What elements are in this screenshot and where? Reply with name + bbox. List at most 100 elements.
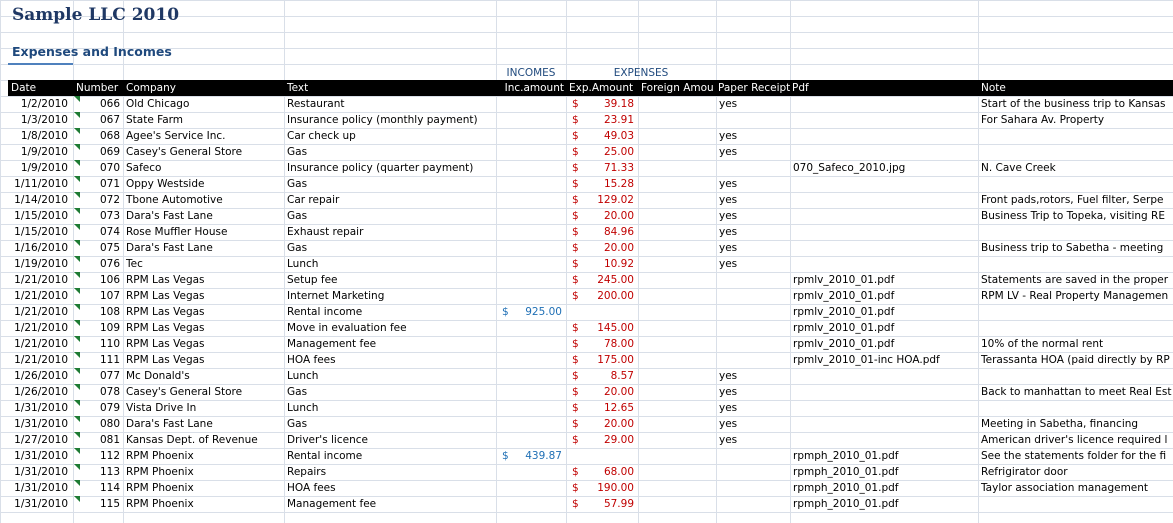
text-cell[interactable]: Repairs: [287, 466, 327, 478]
company-cell[interactable]: RPM Phoenix: [126, 450, 194, 462]
exp-amount-cell[interactable]: $15.28: [566, 176, 638, 192]
header-note[interactable]: Note: [981, 82, 1006, 94]
date-cell[interactable]: 1/31/2010: [14, 466, 68, 478]
paper-receipt-cell[interactable]: [716, 304, 790, 320]
inc-amount-cell[interactable]: [496, 432, 566, 448]
note-cell[interactable]: [978, 224, 1173, 240]
paper-receipt-cell[interactable]: [716, 464, 790, 480]
number-cell[interactable]: 078: [99, 386, 120, 398]
note-cell[interactable]: N. Cave Creek: [981, 162, 1056, 174]
inc-amount-cell[interactable]: $439.87: [496, 448, 566, 464]
date-cell[interactable]: 1/31/2010: [14, 418, 68, 430]
foreign-amount-cell[interactable]: [638, 272, 716, 288]
note-cell[interactable]: [978, 256, 1173, 272]
company-cell[interactable]: Oppy Westside: [126, 178, 205, 190]
header-pdf[interactable]: Pdf: [792, 82, 809, 94]
company-cell[interactable]: State Farm: [126, 114, 184, 126]
company-cell[interactable]: RPM Phoenix: [126, 498, 194, 510]
company-cell[interactable]: RPM Las Vegas: [126, 322, 205, 334]
foreign-amount-cell[interactable]: [638, 416, 716, 432]
pdf-cell[interactable]: [790, 256, 978, 272]
note-cell[interactable]: [978, 368, 1173, 384]
pdf-cell[interactable]: [790, 384, 978, 400]
inc-amount-cell[interactable]: [496, 368, 566, 384]
foreign-amount-cell[interactable]: [638, 128, 716, 144]
paper-receipt-cell[interactable]: [716, 112, 790, 128]
paper-receipt-cell[interactable]: [716, 448, 790, 464]
note-cell[interactable]: Terassanta HOA (paid directly by RP: [981, 354, 1170, 366]
note-cell[interactable]: [978, 496, 1173, 512]
text-cell[interactable]: Move in evaluation fee: [287, 322, 407, 334]
foreign-amount-cell[interactable]: [638, 304, 716, 320]
pdf-cell[interactable]: [790, 416, 978, 432]
company-cell[interactable]: Rose Muffler House: [126, 226, 228, 238]
foreign-amount-cell[interactable]: [638, 208, 716, 224]
paper-receipt-cell[interactable]: [716, 496, 790, 512]
number-cell[interactable]: 108: [99, 306, 120, 318]
paper-receipt-cell[interactable]: yes: [719, 146, 738, 158]
foreign-amount-cell[interactable]: [638, 352, 716, 368]
note-cell[interactable]: 10% of the normal rent: [981, 338, 1104, 350]
paper-receipt-cell[interactable]: [716, 480, 790, 496]
inc-amount-cell[interactable]: [496, 128, 566, 144]
pdf-cell[interactable]: rpmlv_2010_01.pdf: [793, 338, 895, 350]
number-cell[interactable]: 070: [99, 162, 120, 174]
pdf-cell[interactable]: rpmlv_2010_01.pdf: [793, 290, 895, 302]
text-cell[interactable]: Rental income: [287, 306, 363, 318]
paper-receipt-cell[interactable]: yes: [719, 226, 738, 238]
inc-amount-cell[interactable]: [496, 480, 566, 496]
inc-amount-cell[interactable]: [496, 384, 566, 400]
text-cell[interactable]: Lunch: [287, 258, 319, 270]
paper-receipt-cell[interactable]: [716, 160, 790, 176]
inc-amount-cell[interactable]: [496, 288, 566, 304]
sheet-title[interactable]: Sample LLC 2010: [12, 5, 180, 25]
text-cell[interactable]: Driver's licence: [287, 434, 368, 446]
paper-receipt-cell[interactable]: yes: [719, 130, 738, 142]
paper-receipt-cell[interactable]: yes: [719, 258, 738, 270]
number-cell[interactable]: 112: [99, 450, 120, 462]
foreign-amount-cell[interactable]: [638, 96, 716, 112]
exp-amount-cell[interactable]: $71.33: [566, 160, 638, 176]
date-cell[interactable]: 1/2/2010: [20, 98, 68, 110]
paper-receipt-cell[interactable]: yes: [719, 386, 738, 398]
note-cell[interactable]: [978, 128, 1173, 144]
exp-amount-cell[interactable]: $29.00: [566, 432, 638, 448]
note-cell[interactable]: Meeting in Sabetha, financing: [981, 418, 1139, 430]
paper-receipt-cell[interactable]: yes: [719, 370, 738, 382]
foreign-amount-cell[interactable]: [638, 368, 716, 384]
inc-amount-cell[interactable]: [496, 400, 566, 416]
company-cell[interactable]: Dara's Fast Lane: [126, 210, 213, 222]
pdf-cell[interactable]: [790, 176, 978, 192]
text-cell[interactable]: Lunch: [287, 402, 319, 414]
company-cell[interactable]: RPM Phoenix: [126, 466, 194, 478]
company-cell[interactable]: Mc Donald's: [126, 370, 190, 382]
number-cell[interactable]: 071: [99, 178, 120, 190]
number-cell[interactable]: 079: [99, 402, 120, 414]
paper-receipt-cell[interactable]: yes: [719, 178, 738, 190]
exp-amount-cell[interactable]: $49.03: [566, 128, 638, 144]
number-cell[interactable]: 081: [99, 434, 120, 446]
company-cell[interactable]: RPM Las Vegas: [126, 338, 205, 350]
number-cell[interactable]: 113: [99, 466, 120, 478]
date-cell[interactable]: 1/9/2010: [20, 146, 68, 158]
date-cell[interactable]: 1/26/2010: [14, 370, 68, 382]
pdf-cell[interactable]: [790, 224, 978, 240]
number-cell[interactable]: 075: [99, 242, 120, 254]
header-exp-amount[interactable]: Exp.Amount: [569, 82, 634, 94]
inc-amount-cell[interactable]: [496, 240, 566, 256]
number-cell[interactable]: 069: [99, 146, 120, 158]
company-cell[interactable]: Old Chicago: [126, 98, 190, 110]
inc-amount-cell[interactable]: [496, 192, 566, 208]
note-cell[interactable]: American driver's licence required l: [981, 434, 1168, 446]
section-heading[interactable]: Expenses and Incomes: [12, 44, 172, 59]
inc-amount-cell[interactable]: [496, 256, 566, 272]
pdf-cell[interactable]: rpmlv_2010_01.pdf: [793, 322, 895, 334]
text-cell[interactable]: Gas: [287, 386, 308, 398]
date-cell[interactable]: 1/9/2010: [20, 162, 68, 174]
paper-receipt-cell[interactable]: [716, 352, 790, 368]
exp-amount-cell[interactable]: $12.65: [566, 400, 638, 416]
foreign-amount-cell[interactable]: [638, 400, 716, 416]
company-cell[interactable]: Safeco: [126, 162, 162, 174]
pdf-cell[interactable]: rpmph_2010_01.pdf: [793, 450, 899, 462]
company-cell[interactable]: RPM Phoenix: [126, 482, 194, 494]
